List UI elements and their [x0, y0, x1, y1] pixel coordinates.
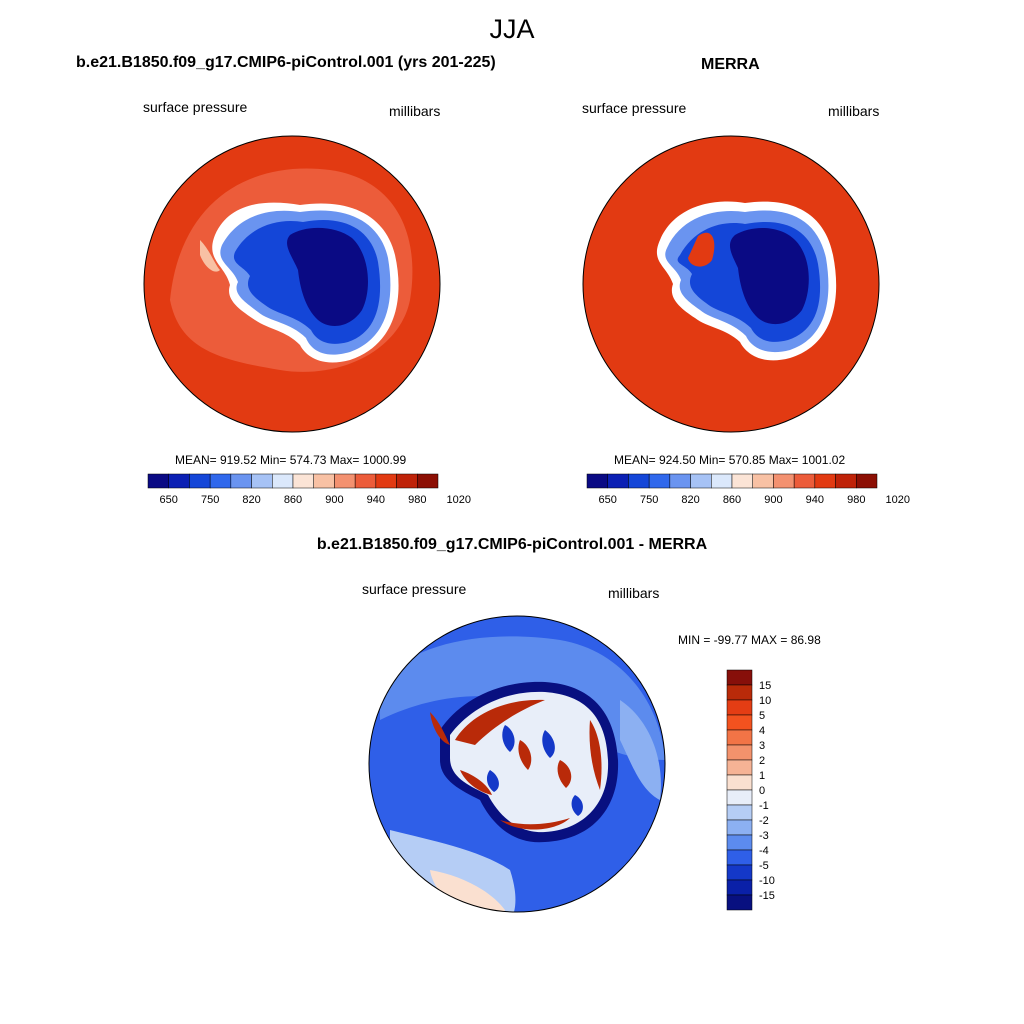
panel-2-colorbar-tick-label: 940 — [806, 494, 824, 506]
diff-colorbar-tick-label: 4 — [759, 725, 765, 737]
diff-colorbar-swatch — [726, 759, 753, 776]
panel-2-colorbar-swatch — [607, 473, 629, 489]
panel-2-map — [582, 135, 880, 433]
panel-2-colorbar-swatch — [648, 473, 671, 489]
panel-3-title: b.e21.B1850.f09_g17.CMIP6-piControl.001 … — [316, 536, 708, 553]
panel-1-colorbar-tick-label: 650 — [160, 494, 178, 506]
panel-1-colorbar: 650 750 820 860 900 940 980 1020 — [147, 473, 471, 506]
panel-1-colorbar-tick-label: 940 — [367, 494, 385, 506]
panel-3-variable-label: surface pressure — [362, 581, 467, 597]
diff-colorbar-tick-label: -5 — [759, 860, 769, 872]
panel-2-colorbar-swatch — [690, 473, 712, 489]
diff-colorbar-tick-label: 15 — [759, 680, 771, 692]
panel-1-colorbar-swatch — [147, 473, 169, 489]
diff-colorbar-swatch — [726, 774, 753, 791]
diff-colorbar-swatch — [726, 819, 753, 836]
panel-2-colorbar-swatch — [669, 473, 691, 489]
panel-2-variable-label: surface pressure — [582, 100, 687, 116]
panel-2-colorbar-swatch — [711, 473, 733, 489]
diff-colorbar-tick-label: 3 — [759, 740, 765, 752]
panel-1-colorbar-swatch — [292, 473, 314, 489]
panel-1-colorbar-tick-label: 750 — [201, 494, 219, 506]
panel-2-colorbar-tick-label: 1020 — [885, 494, 909, 506]
panel-1-colorbar-tick-label: 820 — [242, 494, 260, 506]
diff-colorbar-swatch — [726, 714, 753, 731]
panel-1-colorbar-tick-label: 860 — [284, 494, 302, 506]
panel-1-colorbar-swatch — [209, 473, 232, 489]
panel-2-stats: MEAN= 924.50 Min= 570.85 Max= 1001.02 — [614, 453, 846, 467]
diff-colorbar-swatch — [726, 669, 753, 686]
panel-1-colorbar-swatch — [313, 473, 335, 489]
panel-1-colorbar-tick-label: 900 — [325, 494, 343, 506]
panel-2-colorbar-swatch — [773, 473, 795, 489]
diff-colorbar-swatch — [726, 879, 753, 896]
diff-colorbar-tick-label: -1 — [759, 800, 769, 812]
panel-1-map — [143, 135, 441, 433]
diff-colorbar-tick-label: -15 — [759, 890, 775, 902]
diff-colorbar-tick-label: -4 — [759, 845, 769, 857]
panel-2-title: MERRA — [701, 56, 760, 73]
panel-1-colorbar-swatch — [230, 473, 252, 489]
panel-2-colorbar-tick-label: 650 — [599, 494, 617, 506]
diff-colorbar-tick-label: 2 — [759, 755, 765, 767]
panel-2-colorbar-swatch — [793, 473, 816, 489]
diff-colorbar-tick-label: -2 — [759, 815, 769, 827]
diff-colorbar-tick-label: -10 — [759, 875, 775, 887]
diff-colorbar-swatch — [726, 834, 753, 851]
panel-1-colorbar-tick-label: 980 — [408, 494, 426, 506]
season-title: JJA — [489, 14, 535, 44]
panel-2-colorbar-swatch — [586, 473, 608, 489]
diff-colorbar-swatch — [726, 684, 753, 701]
panel-2-colorbar-swatch — [628, 473, 650, 489]
panel-2-colorbar-tick-label: 820 — [681, 494, 699, 506]
diff-colorbar-swatch — [726, 894, 753, 911]
diff-colorbar-tick-label: 5 — [759, 710, 765, 722]
diff-colorbar-swatch — [726, 849, 753, 866]
diff-colorbar-tick-label: -3 — [759, 830, 769, 842]
panel-1-colorbar-swatch — [375, 473, 397, 489]
panel-1-stats: MEAN= 919.52 Min= 574.73 Max= 1000.99 — [175, 453, 407, 467]
panel-3-units-label: millibars — [608, 585, 660, 601]
panel-2-colorbar-tick-label: 750 — [640, 494, 658, 506]
panel-1-title: b.e21.B1850.f09_g17.CMIP6-piControl.001 … — [76, 54, 496, 71]
panel-1-colorbar-swatch — [396, 473, 418, 489]
diff-colorbar-swatch — [726, 864, 753, 881]
panel-1-colorbar-swatch — [354, 473, 377, 489]
panel-2-colorbar-swatch — [731, 473, 753, 489]
panel-1-colorbar-swatch — [272, 473, 294, 489]
diff-colorbar-swatch — [726, 729, 753, 746]
diff-colorbar-tick-label: 0 — [759, 785, 765, 797]
panel-2-colorbar-swatch — [835, 473, 857, 489]
diff-colorbar-swatch — [726, 699, 753, 716]
panel-2-colorbar-swatch — [814, 473, 836, 489]
panel-1-colorbar-swatch — [251, 473, 273, 489]
panel-2-colorbar-swatch — [856, 473, 878, 489]
panel-2-units-label: millibars — [828, 103, 880, 119]
panel-1-units-label: millibars — [389, 103, 441, 119]
panel-3-map — [368, 615, 666, 913]
panel-1-colorbar-swatch — [168, 473, 190, 489]
diff-colorbar-swatch — [726, 789, 753, 806]
diff-colorbar-tick-label: 10 — [759, 695, 771, 707]
panel-2-colorbar-tick-label: 900 — [764, 494, 782, 506]
diff-colorbar-swatch — [726, 804, 753, 821]
diff-colorbar-tick-label: 1 — [759, 770, 765, 782]
panel-2-colorbar-swatch — [752, 473, 774, 489]
panel-2-colorbar-tick-label: 980 — [847, 494, 865, 506]
panel-1-colorbar-swatch — [189, 473, 211, 489]
panel-3-stats: MIN = -99.77 MAX = 86.98 — [678, 633, 821, 647]
panel-2-colorbar-tick-label: 860 — [723, 494, 741, 506]
panel-2-colorbar: 650 750 820 860 900 940 980 1020 — [586, 473, 910, 506]
diff-colorbar-swatch — [726, 744, 753, 761]
panel-1-colorbar-swatch — [334, 473, 356, 489]
panel-1-colorbar-tick-label: 1020 — [446, 494, 470, 506]
panel-1-colorbar-swatch — [417, 473, 439, 489]
panel-1-variable-label: surface pressure — [143, 99, 248, 115]
